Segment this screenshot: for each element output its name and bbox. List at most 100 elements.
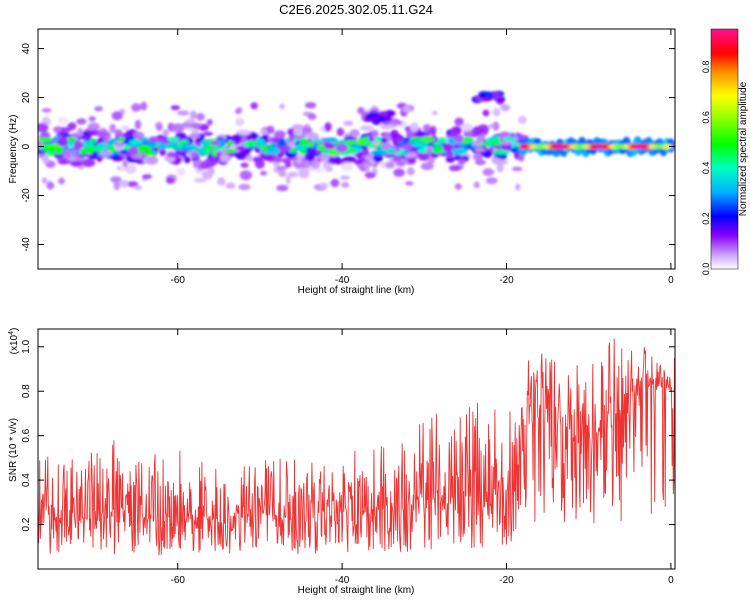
- heatmap-cell: [97, 142, 109, 149]
- heatmap-cell: [454, 134, 464, 143]
- heatmap-cell: [393, 118, 399, 125]
- heatmap-cell: [492, 91, 500, 98]
- heatmap-cell: [276, 184, 289, 192]
- heatmap-cell: [406, 152, 417, 158]
- heatmap-cell: [46, 181, 55, 190]
- heatmap-cell: [482, 168, 494, 176]
- heatmap-cell: [58, 177, 65, 185]
- heatmap-cell: [191, 152, 200, 159]
- heatmap-cell: [109, 123, 116, 133]
- heatmap-cell: [74, 149, 81, 159]
- heatmap-cell: [307, 132, 318, 141]
- figure-title: C2E6.2025.302.05.11.G24: [279, 2, 433, 17]
- heatmap-cell: [372, 113, 380, 122]
- heatmap-cell: [511, 166, 523, 172]
- heatmap-cell: [200, 140, 213, 146]
- heatmap-cell: [76, 118, 87, 125]
- heatmap-cell: [144, 151, 158, 156]
- heatmap-cell: [276, 165, 288, 171]
- colorbar-tick-label: 0.2: [701, 212, 711, 225]
- heatmap-cell: [188, 133, 201, 139]
- heatmap-cell: [361, 147, 369, 157]
- heatmap-cell: [330, 178, 340, 188]
- heatmap-cell: [202, 131, 214, 136]
- heatmap-cell: [345, 140, 359, 145]
- heatmap-cell: [324, 142, 335, 150]
- heatmap-cell: [88, 116, 96, 122]
- heatmap-cell: [41, 177, 48, 184]
- heatmap-cell: [500, 140, 511, 146]
- snr-y-tick-label: 0.2: [21, 517, 32, 531]
- heatmap-cell: [402, 104, 412, 113]
- heatmap-cell: [448, 164, 462, 172]
- heatmap-cell: [77, 127, 84, 138]
- heatmap-cell: [492, 108, 501, 117]
- heatmap-y-tick-label: -40: [21, 237, 32, 252]
- heatmap-cell: [491, 136, 501, 143]
- heatmap-cell: [336, 127, 345, 137]
- heatmap-cell: [190, 122, 202, 129]
- heatmap-cell: [371, 129, 379, 139]
- heatmap-cell: [393, 168, 405, 177]
- heatmap-cell: [488, 124, 496, 129]
- heatmap-cell: [245, 154, 254, 162]
- heatmap-cell: [235, 117, 245, 127]
- heatmap-cell: [518, 115, 527, 124]
- heatmap-cell: [82, 158, 96, 167]
- heatmap-x-tick-label: -60: [171, 275, 186, 286]
- snr-x-tick-label: -60: [171, 575, 186, 586]
- heatmap-cell: [293, 146, 303, 151]
- heatmap-cells: [38, 90, 675, 192]
- heatmap-cell: [183, 156, 191, 164]
- heatmap-cell: [41, 108, 52, 113]
- heatmap-cell: [73, 141, 84, 150]
- heatmap-cell: [319, 182, 329, 188]
- heatmap-cell: [328, 158, 342, 164]
- heatmap-cell: [474, 147, 485, 153]
- snr-frame: [37, 328, 676, 570]
- heatmap-cell: [324, 122, 332, 132]
- heatmap-cell: [206, 119, 213, 126]
- heatmap-cell: [278, 146, 292, 153]
- heatmap-cell: [163, 139, 171, 145]
- heatmap-cell: [131, 103, 142, 112]
- heatmap-cell: [58, 158, 71, 165]
- heatmap-cell: [329, 148, 338, 156]
- heatmap-cell: [364, 172, 376, 179]
- snr-y-tick-label: 0.6: [21, 428, 32, 442]
- snr-y-multiplier: (x104): [8, 328, 20, 355]
- heatmap-cell: [41, 154, 50, 164]
- heatmap-cell: [236, 107, 243, 113]
- heatmap-cell: [495, 159, 508, 165]
- heatmap-cell: [483, 150, 493, 158]
- heatmap-cell: [500, 104, 510, 112]
- heatmap-cell: [458, 158, 466, 165]
- heatmap-cell: [364, 162, 370, 173]
- heatmap-cell: [260, 170, 267, 176]
- heatmap-cell: [114, 129, 123, 138]
- colorbar-tick-label: 0.0: [701, 263, 711, 276]
- heatmap-cell: [357, 137, 367, 145]
- heatmap-cell: [412, 142, 427, 148]
- colorbar-label: Normalized spectral amplitude: [738, 81, 749, 216]
- heatmap-cell: [385, 116, 393, 122]
- heatmap-cell: [250, 102, 258, 110]
- heatmap-cell: [266, 125, 275, 134]
- heatmap-cell: [121, 125, 130, 131]
- heatmap-cell: [118, 137, 125, 142]
- heatmap-cell: [193, 178, 207, 183]
- heatmap-cell: [426, 147, 433, 154]
- heatmap-cell: [219, 154, 231, 163]
- heatmap-cell: [387, 110, 394, 116]
- heatmap-cell: [496, 150, 511, 155]
- heatmap-cell: [134, 185, 143, 190]
- heatmap-cell: [515, 183, 521, 191]
- heatmap-cell: [176, 167, 186, 176]
- heatmap-cell: [420, 162, 434, 171]
- heatmap-cell: [483, 141, 493, 147]
- heatmap-cell: [126, 181, 139, 188]
- heatmap-cell: [461, 137, 474, 142]
- heatmap-cell: [299, 138, 309, 144]
- heatmap-cell: [335, 143, 349, 153]
- heatmap-cell: [177, 110, 190, 116]
